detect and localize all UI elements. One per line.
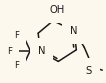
Text: S: S <box>85 66 92 76</box>
Text: F: F <box>14 31 19 40</box>
Text: N: N <box>38 46 45 56</box>
Text: F: F <box>14 62 19 70</box>
Text: F: F <box>8 47 13 56</box>
Text: N: N <box>70 26 77 36</box>
Text: OH: OH <box>49 5 64 15</box>
